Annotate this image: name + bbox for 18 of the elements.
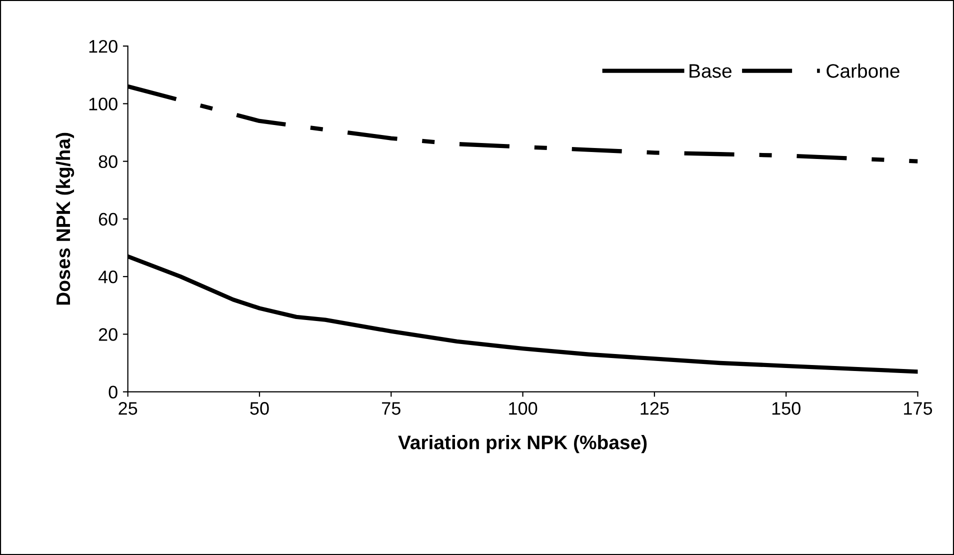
legend-label: Carbone: [826, 64, 900, 78]
y-tick-label: 100: [89, 98, 118, 110]
y-tick-label: 60: [98, 212, 118, 226]
y-tick-label: 40: [98, 270, 118, 284]
y-tick-label: 120: [89, 40, 118, 53]
x-tick-label: 75: [382, 402, 400, 415]
x-tick-label: 125: [640, 402, 669, 415]
y-tick-label: 0: [108, 386, 118, 399]
x-tick-label: 175: [904, 402, 932, 415]
y-tick-label: 80: [98, 155, 118, 168]
x-tick-label: 150: [772, 402, 800, 415]
legend-label: Base: [690, 64, 732, 78]
x-axis-title: Variation prix NPK (%base): [398, 435, 647, 454]
x-tick-label: 100: [509, 402, 538, 415]
y-tick-label: 20: [98, 328, 118, 341]
y-axis-title: Doses NPK (kg/ha): [56, 132, 74, 305]
x-tick-label: 25: [118, 402, 138, 415]
x-tick-label: 50: [250, 402, 269, 415]
